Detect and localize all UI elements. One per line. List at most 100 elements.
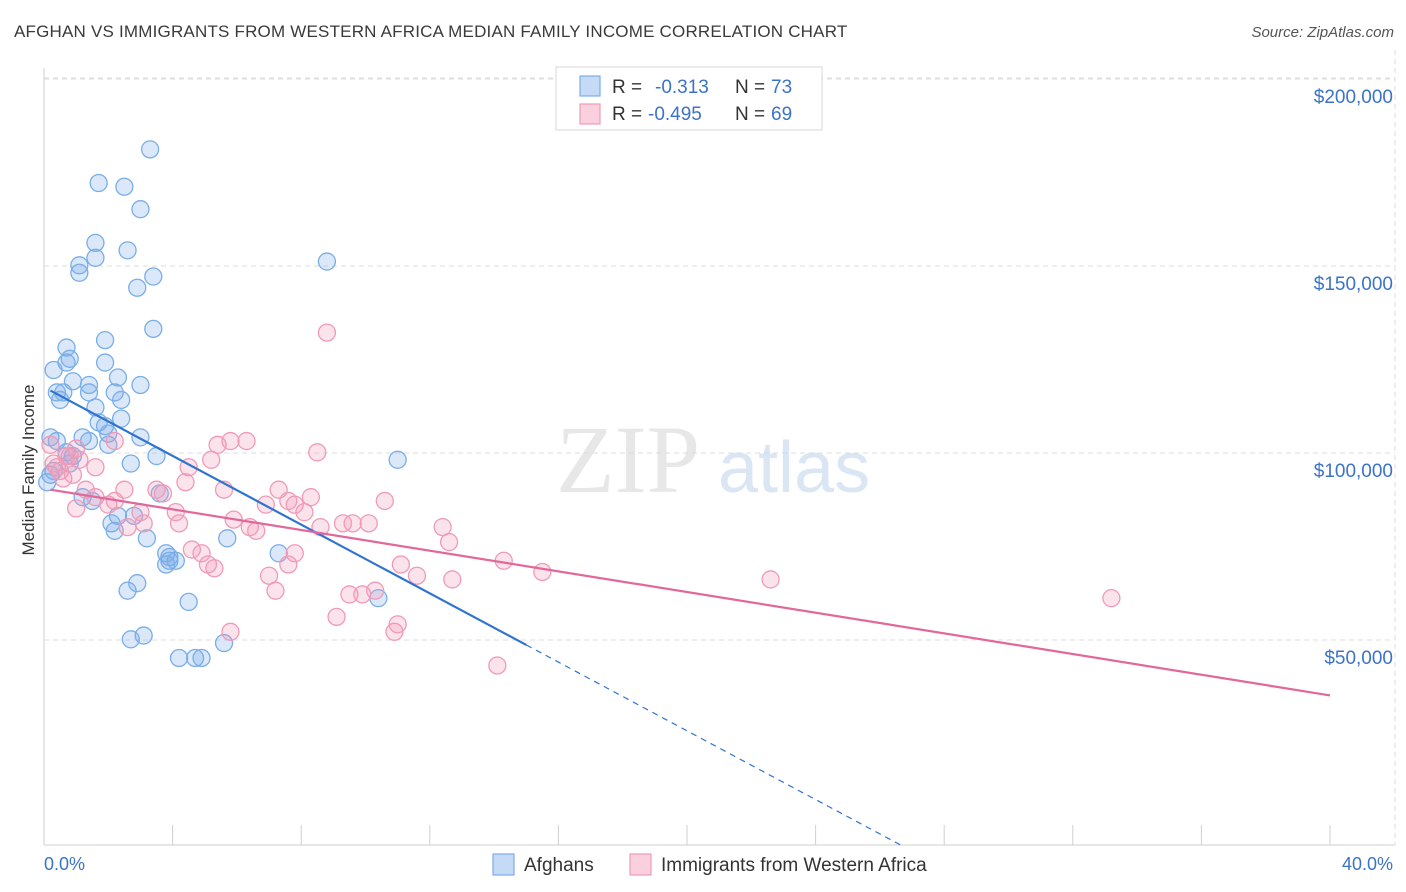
legend-r-label-1: R =	[612, 77, 642, 98]
western-africa-point-20	[134, 514, 153, 533]
western-africa-point-57	[266, 581, 285, 600]
afghans-point-17	[95, 353, 115, 372]
afghans-point-31	[112, 409, 131, 428]
afghans-point-11	[317, 252, 337, 271]
western-africa-point-22	[153, 484, 173, 503]
legend-swatch-western-africa	[579, 103, 601, 125]
western-africa-point-65	[443, 570, 462, 589]
western-africa-point-72	[285, 544, 304, 563]
western-africa-point-71	[1102, 589, 1121, 608]
afghans-point-10	[128, 278, 147, 297]
chart-title: AFGHAN VS IMMIGRANTS FROM WESTERN AFRICA…	[14, 22, 848, 41]
bottom-legend-afghans: Afghans	[524, 855, 594, 876]
afghans-point-4	[86, 233, 105, 253]
western-africa-point-59	[327, 607, 346, 627]
legend-r-label-2: R =	[612, 104, 642, 125]
afghans-point-36	[131, 428, 150, 447]
afghans-point-6	[86, 248, 105, 267]
afghans-point-66	[214, 633, 234, 653]
afghans-point-69	[192, 648, 211, 668]
legend-r-value-1: -0.313	[655, 77, 709, 98]
western-africa-point-44	[333, 514, 353, 533]
afghans-point-8	[70, 263, 89, 282]
afghans-point-68	[185, 648, 205, 668]
western-africa-point-52	[182, 540, 202, 559]
grid-lines	[44, 50, 1396, 845]
y-tick-label-2: $150,000	[1314, 274, 1393, 295]
afghans-point-25	[105, 383, 124, 402]
western-africa-point-8	[67, 439, 86, 458]
y-tick-labels: $50,000 $100,000 $150,000 $200,000	[1314, 87, 1393, 669]
western-africa-point-13	[67, 499, 86, 518]
afghans-point-13	[57, 338, 76, 357]
afghans-point-1	[89, 173, 108, 193]
x-tick-labels: 0.0% 40.0%	[44, 854, 1393, 874]
western-africa-point-40	[301, 488, 320, 507]
legend-n-value-1: 73	[771, 77, 792, 98]
legend-n-label-1: N =	[735, 77, 765, 98]
afghans-point-56	[218, 529, 237, 548]
western-africa-point-43	[317, 323, 337, 342]
afghans-point-45	[388, 450, 407, 469]
western-africa-point-46	[359, 514, 378, 533]
afghans-trend-extension	[525, 644, 901, 846]
afghans-point-12	[144, 319, 163, 339]
afghans-point-9	[144, 267, 163, 286]
western-africa-point-53	[192, 544, 211, 563]
legend-r-value-2: -0.495	[648, 104, 702, 125]
afghans-point-71	[157, 555, 176, 574]
afghans-point-7	[70, 256, 89, 275]
legend-n-label-2: N =	[735, 104, 765, 125]
x-tick-label-1: 40.0%	[1342, 854, 1393, 874]
western-africa-point-45	[343, 514, 362, 533]
western-africa-point-24	[169, 514, 189, 533]
western-africa-point-49	[439, 532, 459, 552]
afghans-point-29	[86, 398, 105, 417]
western-africa-point-58	[279, 555, 298, 574]
western-africa-point-5	[54, 469, 73, 488]
western-africa-point-47	[375, 491, 394, 511]
western-africa-point-67	[388, 615, 407, 634]
afghans-point-2	[115, 177, 134, 196]
afghans-point-18	[44, 360, 63, 380]
western-africa-trend-line	[50, 488, 1331, 697]
legend-swatch-afghans	[579, 75, 601, 97]
source-label: Source: ZipAtlas.com	[1251, 24, 1394, 41]
watermark-atlas: atlas	[718, 428, 870, 508]
afghans-point-43	[121, 454, 140, 473]
bottom-legend-swatch-western-africa	[629, 853, 652, 876]
western-africa-points	[41, 323, 1121, 675]
afghans-point-61	[118, 581, 137, 600]
western-africa-point-29	[221, 431, 240, 451]
afghans-point-63	[179, 592, 198, 612]
afghans-point-14	[95, 330, 115, 350]
afghans-point-28	[112, 390, 131, 410]
axes	[43, 68, 1395, 846]
afghans-point-26	[131, 375, 150, 395]
western-africa-point-18	[118, 517, 137, 537]
bottom-legend-western-africa: Immigrants from Western Africa	[661, 855, 927, 876]
legend-n-value-2: 69	[771, 104, 792, 125]
watermark: ZIP atlas	[556, 406, 870, 513]
western-africa-point-42	[308, 443, 327, 462]
western-africa-point-63	[391, 555, 411, 574]
series-legend: Afghans Immigrants from Western Africa	[492, 853, 927, 876]
bottom-legend-swatch-afghans	[492, 853, 515, 876]
western-africa-point-17	[115, 480, 134, 499]
y-tick-label-0: $50,000	[1324, 648, 1393, 669]
western-africa-point-51	[533, 562, 552, 582]
western-africa-point-60	[340, 585, 359, 604]
afghans-point-0	[140, 140, 160, 159]
western-africa-point-64	[407, 566, 427, 585]
western-africa-point-62	[365, 581, 385, 600]
y-tick-label-3: $200,000	[1314, 87, 1393, 108]
y-tick-label-1: $100,000	[1314, 461, 1393, 482]
afghans-point-59	[166, 551, 185, 570]
trend-lines	[49, 389, 1331, 846]
x-tick-label-0: 0.0%	[44, 854, 85, 874]
western-africa-point-25	[176, 473, 195, 492]
western-africa-point-68	[221, 622, 240, 641]
afghans-point-21	[79, 375, 99, 395]
western-africa-point-12	[105, 431, 124, 451]
